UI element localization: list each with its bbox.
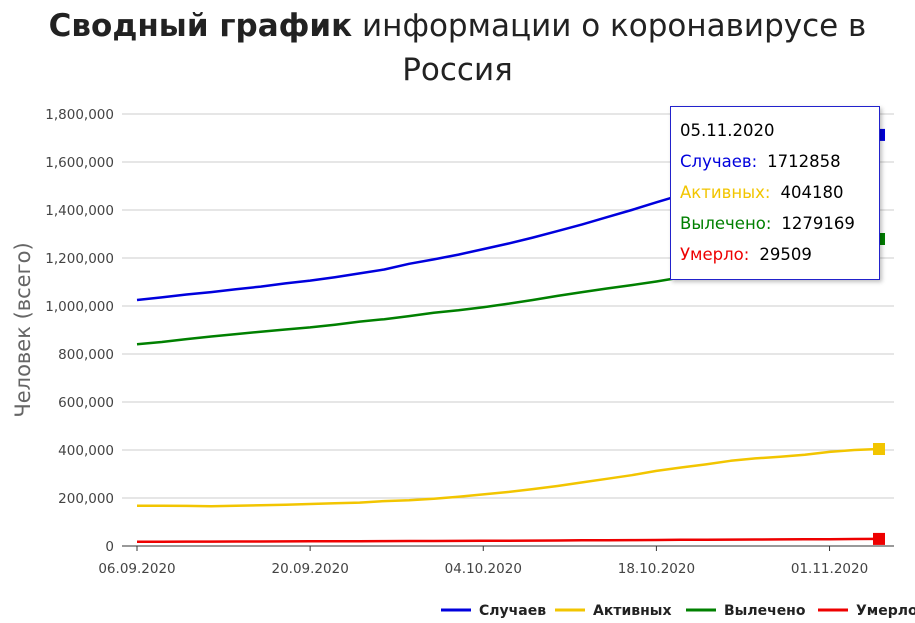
tooltip-row-deaths: Умерло: 29509 [680, 245, 812, 264]
y-tick-label: 1,400,000 [45, 203, 114, 219]
y-tick-label: 0 [105, 539, 114, 555]
y-tick-label: 600,000 [58, 395, 114, 411]
tooltip-value-recovered: 1279169 [781, 214, 855, 233]
legend-label-3: Умерло [856, 603, 915, 619]
legend-label-1: Активных [593, 603, 671, 619]
series-line-1 [137, 447, 880, 508]
series-line-3 [137, 537, 880, 543]
x-tick-label: 18.10.2020 [618, 561, 695, 577]
chart-title-rest: информации о коронавирусе в Россия [362, 8, 867, 88]
y-tick-label: 200,000 [58, 491, 114, 507]
y-axis-label: Человек (всего) [11, 242, 35, 417]
tooltip-value-cases: 1712858 [767, 152, 841, 171]
legend-label-2: Вылечено [724, 603, 806, 619]
x-tick-label: 06.09.2020 [98, 561, 175, 577]
tooltip-label-recovered: Вылечено: [680, 214, 772, 233]
x-tick-label: 20.09.2020 [271, 561, 348, 577]
chart-tooltip: 05.11.2020 Случаев: 1712858 Активных: 4041… [670, 106, 880, 280]
x-tick-label: 01.11.2020 [791, 561, 868, 577]
y-tick-label: 1,200,000 [45, 251, 114, 267]
series-end-marker-3 [873, 532, 885, 545]
y-tick-label: 400,000 [58, 443, 114, 459]
y-tick-label: 1,000,000 [45, 299, 114, 315]
y-tick-label: 1,800,000 [45, 107, 114, 123]
tooltip-label-active: Активных: [680, 183, 771, 202]
tooltip-label-deaths: Умерло: [680, 245, 750, 264]
tooltip-row-recovered: Вылечено: 1279169 [680, 214, 855, 233]
tooltip-value-active: 404180 [780, 183, 844, 202]
y-tick-label: 1,600,000 [45, 155, 114, 171]
tooltip-value-deaths: 29509 [759, 245, 812, 264]
tooltip-date: 05.11.2020 [680, 121, 775, 140]
legend-label-0: Случаев [479, 603, 546, 619]
series-end-marker-1 [873, 442, 885, 455]
x-tick-label: 04.10.2020 [445, 561, 522, 577]
y-tick-label: 800,000 [58, 347, 114, 363]
tooltip-row-active: Активных: 404180 [680, 183, 843, 202]
chart-title: Сводный график информации о коронавирусе… [0, 4, 915, 92]
tooltip-row-cases: Случаев: 1712858 [680, 152, 841, 171]
chart-title-bold: Сводный график [48, 8, 353, 44]
tooltip-label-cases: Случаев: [680, 152, 758, 171]
